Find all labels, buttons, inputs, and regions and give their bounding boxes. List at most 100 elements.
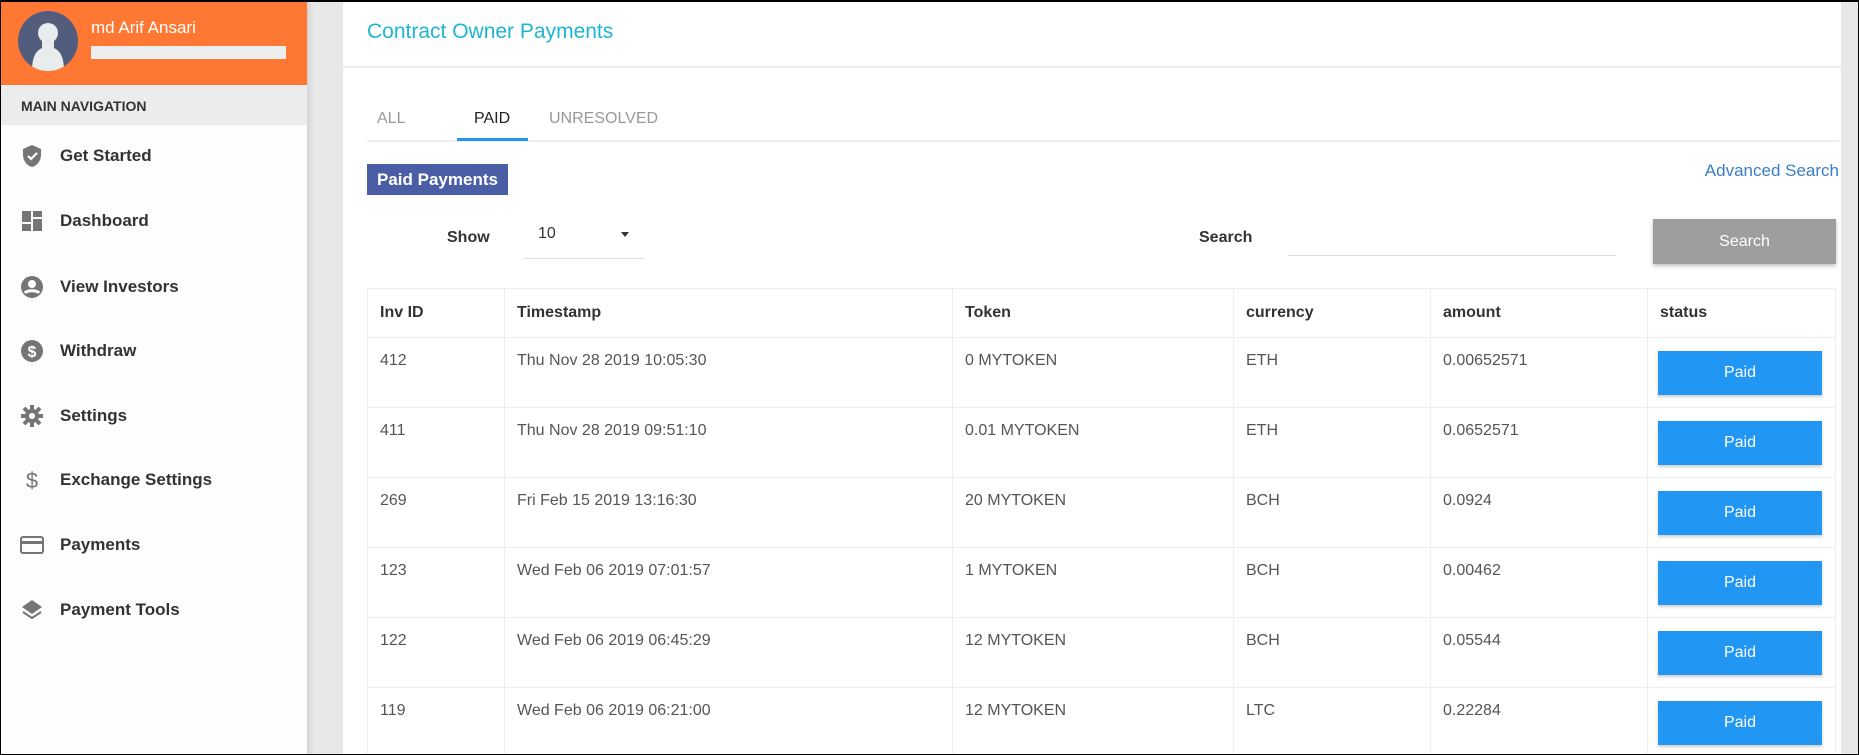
sidebar-item-payment-tools[interactable]: Payment Tools xyxy=(1,580,307,640)
search-label: Search xyxy=(1199,229,1253,246)
inv-id-cell: 119 xyxy=(367,687,505,754)
status-cell: Paid xyxy=(1647,547,1836,618)
sidebar: md Arif Ansari MAIN NAVIGATION Get Start… xyxy=(1,2,307,754)
token-cell: 1 MYTOKEN xyxy=(952,547,1234,618)
sidebar-item-view-investors[interactable]: View Investors xyxy=(1,257,307,317)
status-cell: Paid xyxy=(1647,477,1836,548)
page-size-select[interactable]: 10 xyxy=(524,222,645,259)
sidebar-item-label: View Investors xyxy=(60,277,179,296)
table-row: 411 Thu Nov 28 2019 09:51:10 0.01 MYTOKEN E… xyxy=(367,407,1836,478)
amount-cell: 0.00462 xyxy=(1430,547,1648,618)
column-header[interactable]: currency xyxy=(1233,288,1431,338)
advanced-search-link[interactable]: Advanced Search xyxy=(1704,161,1839,180)
inv-id-cell: 412 xyxy=(367,337,505,408)
status-paid-button[interactable]: Paid xyxy=(1658,561,1822,605)
column-header[interactable]: Inv ID xyxy=(367,288,505,338)
sidebar-item-dashboard[interactable]: Dashboard xyxy=(1,191,307,251)
token-cell: 12 MYTOKEN xyxy=(952,687,1234,754)
nav-heading: MAIN NAVIGATION xyxy=(1,85,307,125)
credit-card-icon xyxy=(19,532,45,558)
page-title: Contract Owner Payments xyxy=(367,20,614,43)
column-header[interactable]: amount xyxy=(1430,288,1648,338)
tab-paid[interactable]: PAID xyxy=(474,110,511,127)
table-row: 412 Thu Nov 28 2019 10:05:30 0 MYTOKEN ETH 0… xyxy=(367,337,1836,408)
table-header-row: Inv ID Timestamp Token currency amount status xyxy=(367,288,1836,338)
status-paid-button[interactable]: Paid xyxy=(1658,421,1822,465)
user-name: md Arif Ansari xyxy=(91,18,196,37)
sidebar-item-label: Settings xyxy=(60,406,128,425)
svg-text:$: $ xyxy=(26,468,38,493)
status-cell: Paid xyxy=(1647,337,1836,408)
dashboard-icon xyxy=(19,208,45,234)
amount-cell: 0.05544 xyxy=(1430,617,1648,688)
status-paid-button[interactable]: Paid xyxy=(1658,351,1822,395)
avatar[interactable] xyxy=(18,11,78,71)
inv-id-cell: 123 xyxy=(367,547,505,618)
status-paid-button[interactable]: Paid xyxy=(1658,631,1822,675)
sidebar-item-payments[interactable]: Payments xyxy=(1,515,307,575)
show-label: Show xyxy=(447,229,490,246)
amount-cell: 0.0924 xyxy=(1430,477,1648,548)
currency-cell: BCH xyxy=(1233,547,1431,618)
currency-cell: BCH xyxy=(1233,617,1431,688)
tab-bar: ALL PAID UNRESOLVED xyxy=(367,102,1839,142)
sidebar-item-label: Exchange Settings xyxy=(60,470,213,489)
search-input[interactable] xyxy=(1288,224,1616,256)
search-button[interactable]: Search xyxy=(1653,219,1836,264)
inv-id-cell: 269 xyxy=(367,477,505,548)
token-cell: 0.01 MYTOKEN xyxy=(952,407,1234,478)
inv-id-cell: 122 xyxy=(367,617,505,688)
timestamp-cell: Wed Feb 06 2019 06:21:00 xyxy=(504,687,953,754)
active-tab-indicator xyxy=(457,138,528,141)
currency-cell: ETH xyxy=(1233,337,1431,408)
tab-unresolved[interactable]: UNRESOLVED xyxy=(549,110,659,127)
amount-cell: 0.0652571 xyxy=(1430,407,1648,478)
payments-table: Inv ID Timestamp Token currency amount status… xyxy=(367,288,1836,754)
token-cell: 20 MYTOKEN xyxy=(952,477,1234,548)
sidebar-item-label: Get Started xyxy=(60,146,152,165)
caret-down-icon xyxy=(621,232,629,237)
inv-id-cell: 411 xyxy=(367,407,505,478)
shield-check-icon xyxy=(19,143,45,169)
amount-cell: 0.00652571 xyxy=(1430,337,1648,408)
amount-cell: 0.22284 xyxy=(1430,687,1648,754)
section-title: Paid Payments xyxy=(367,164,508,195)
sidebar-item-label: Payments xyxy=(60,535,141,554)
sidebar-item-label: Withdraw xyxy=(60,341,137,360)
timestamp-cell: Wed Feb 06 2019 06:45:29 xyxy=(504,617,953,688)
tab-all[interactable]: ALL xyxy=(377,110,406,127)
sidebar-item-exchange-settings[interactable]: $ Exchange Settings xyxy=(1,450,307,510)
status-cell: Paid xyxy=(1647,617,1836,688)
column-header[interactable]: Token xyxy=(952,288,1234,338)
table-row: 122 Wed Feb 06 2019 06:45:29 12 MYTOKEN BCH… xyxy=(367,617,1836,688)
page-header: Contract Owner Payments xyxy=(343,2,1841,68)
table-row: 119 Wed Feb 06 2019 06:21:00 12 MYTOKEN LTC… xyxy=(367,687,1836,754)
timestamp-cell: Thu Nov 28 2019 10:05:30 xyxy=(504,337,953,408)
status-cell: Paid xyxy=(1647,687,1836,754)
currency-cell: LTC xyxy=(1233,687,1431,754)
dollar-circle-icon: $ xyxy=(19,338,45,364)
account-circle-icon xyxy=(19,274,45,300)
status-paid-button[interactable]: Paid xyxy=(1658,491,1822,535)
sidebar-item-label: Payment Tools xyxy=(60,600,180,619)
svg-text:$: $ xyxy=(28,344,37,361)
sidebar-item-get-started[interactable]: Get Started xyxy=(1,126,307,186)
page-size-value: 10 xyxy=(538,225,556,242)
table-row: 123 Wed Feb 06 2019 07:01:57 1 MYTOKEN BCH 0… xyxy=(367,547,1836,618)
dollar-icon: $ xyxy=(19,467,45,493)
column-header[interactable]: Timestamp xyxy=(504,288,953,338)
main-panel: Contract Owner Payments ALL PAID UNRESOL… xyxy=(343,2,1841,754)
currency-cell: ETH xyxy=(1233,407,1431,478)
sidebar-item-label: Dashboard xyxy=(60,211,149,230)
status-paid-button[interactable]: Paid xyxy=(1658,701,1822,745)
timestamp-cell: Thu Nov 28 2019 09:51:10 xyxy=(504,407,953,478)
currency-cell: BCH xyxy=(1233,477,1431,548)
sidebar-item-settings[interactable]: Settings xyxy=(1,386,307,446)
user-email-redacted xyxy=(91,46,286,59)
layers-icon xyxy=(19,597,45,623)
token-cell: 0 MYTOKEN xyxy=(952,337,1234,408)
token-cell: 12 MYTOKEN xyxy=(952,617,1234,688)
column-header[interactable]: status xyxy=(1647,288,1836,338)
sidebar-item-withdraw[interactable]: $ Withdraw xyxy=(1,321,307,381)
